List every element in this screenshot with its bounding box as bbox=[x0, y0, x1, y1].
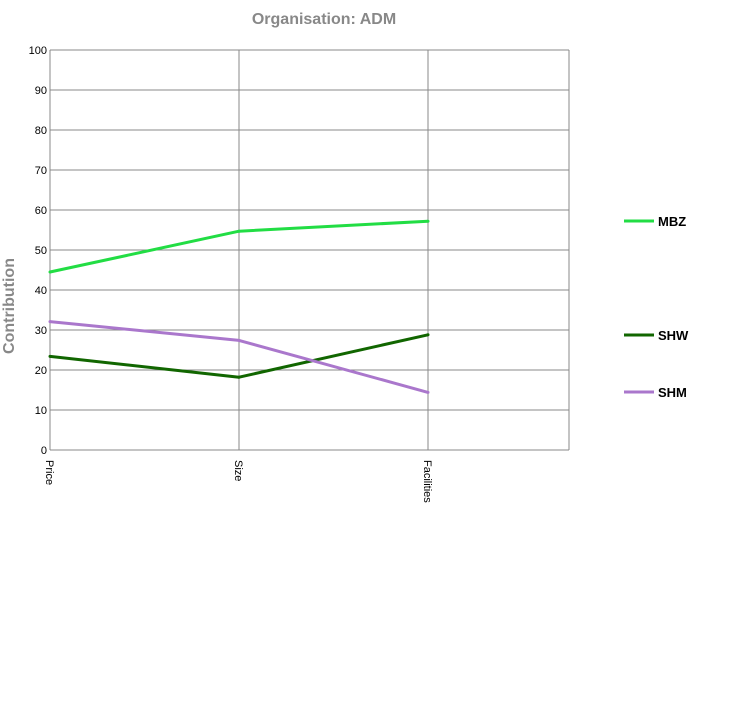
y-tick-label: 0 bbox=[41, 445, 47, 457]
y-tick-label: 70 bbox=[35, 165, 47, 177]
y-tick-label: 20 bbox=[35, 365, 47, 377]
data-point-shw bbox=[426, 333, 430, 337]
data-point-shm bbox=[48, 320, 52, 324]
chart-title: Organisation: ADM bbox=[252, 11, 396, 28]
x-axis-ticks: Price Size Facilities bbox=[43, 460, 433, 503]
data-point-shm bbox=[237, 338, 241, 342]
grid bbox=[49, 49, 570, 451]
data-point-mbz bbox=[48, 270, 52, 274]
data-point-shw bbox=[48, 354, 52, 358]
data-point-mbz bbox=[426, 219, 430, 223]
y-tick-label: 40 bbox=[35, 285, 47, 297]
x-tick-label-price: Price bbox=[43, 460, 55, 485]
y-tick-label: 100 bbox=[29, 45, 47, 57]
legend-label-mbz: MBZ bbox=[658, 214, 686, 229]
y-tick-label: 10 bbox=[35, 405, 47, 417]
y-tick-label: 60 bbox=[35, 205, 47, 217]
legend-label-shw: SHW bbox=[658, 328, 689, 343]
series-lines bbox=[48, 219, 430, 394]
data-point-shw bbox=[237, 375, 241, 379]
y-axis-ticks: 0 10 20 30 40 50 60 70 80 90 100 bbox=[29, 45, 47, 457]
data-point-mbz bbox=[237, 229, 241, 233]
legend-label-shm: SHM bbox=[658, 385, 687, 400]
y-tick-label: 50 bbox=[35, 245, 47, 257]
legend: MBZ SHW SHM bbox=[624, 214, 689, 400]
x-tick-label-size: Size bbox=[232, 460, 244, 481]
y-tick-label: 90 bbox=[35, 85, 47, 97]
x-tick-label-facilities: Facilities bbox=[421, 460, 433, 503]
y-tick-label: 80 bbox=[35, 125, 47, 137]
data-point-shm bbox=[426, 390, 430, 394]
y-tick-label: 30 bbox=[35, 325, 47, 337]
y-axis-label: Contribution bbox=[1, 258, 18, 354]
